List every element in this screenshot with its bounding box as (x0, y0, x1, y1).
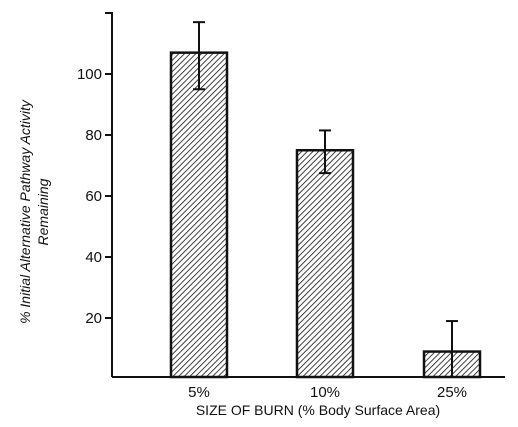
y-tick-label: 20 (85, 310, 102, 327)
bar-2 (295, 149, 355, 379)
x-tick-label: 10% (310, 384, 340, 401)
y-axis: 20 40 60 80 100 (77, 12, 113, 377)
x-axis-label: SIZE OF BURN (% Body Surface Area) (196, 402, 440, 418)
y-tick-label: 80 (85, 127, 102, 144)
bar-1 (169, 51, 229, 379)
x-tick-label: 5% (188, 384, 210, 401)
bars-group (169, 51, 482, 379)
x-tick-label: 25% (437, 384, 467, 401)
y-tick-label: 100 (77, 66, 102, 83)
y-tick-label: 40 (85, 249, 102, 266)
y-axis-label-line2: Remaining (35, 178, 51, 245)
error-bars-group (193, 21, 458, 377)
y-axis-label-line1: % Initial Alternative Pathway Activity (17, 99, 33, 324)
y-axis-label: % Initial Alternative Pathway Activity R… (17, 99, 51, 324)
y-tick-label: 60 (85, 188, 102, 205)
x-axis: 5% 10% 25% (112, 376, 505, 401)
